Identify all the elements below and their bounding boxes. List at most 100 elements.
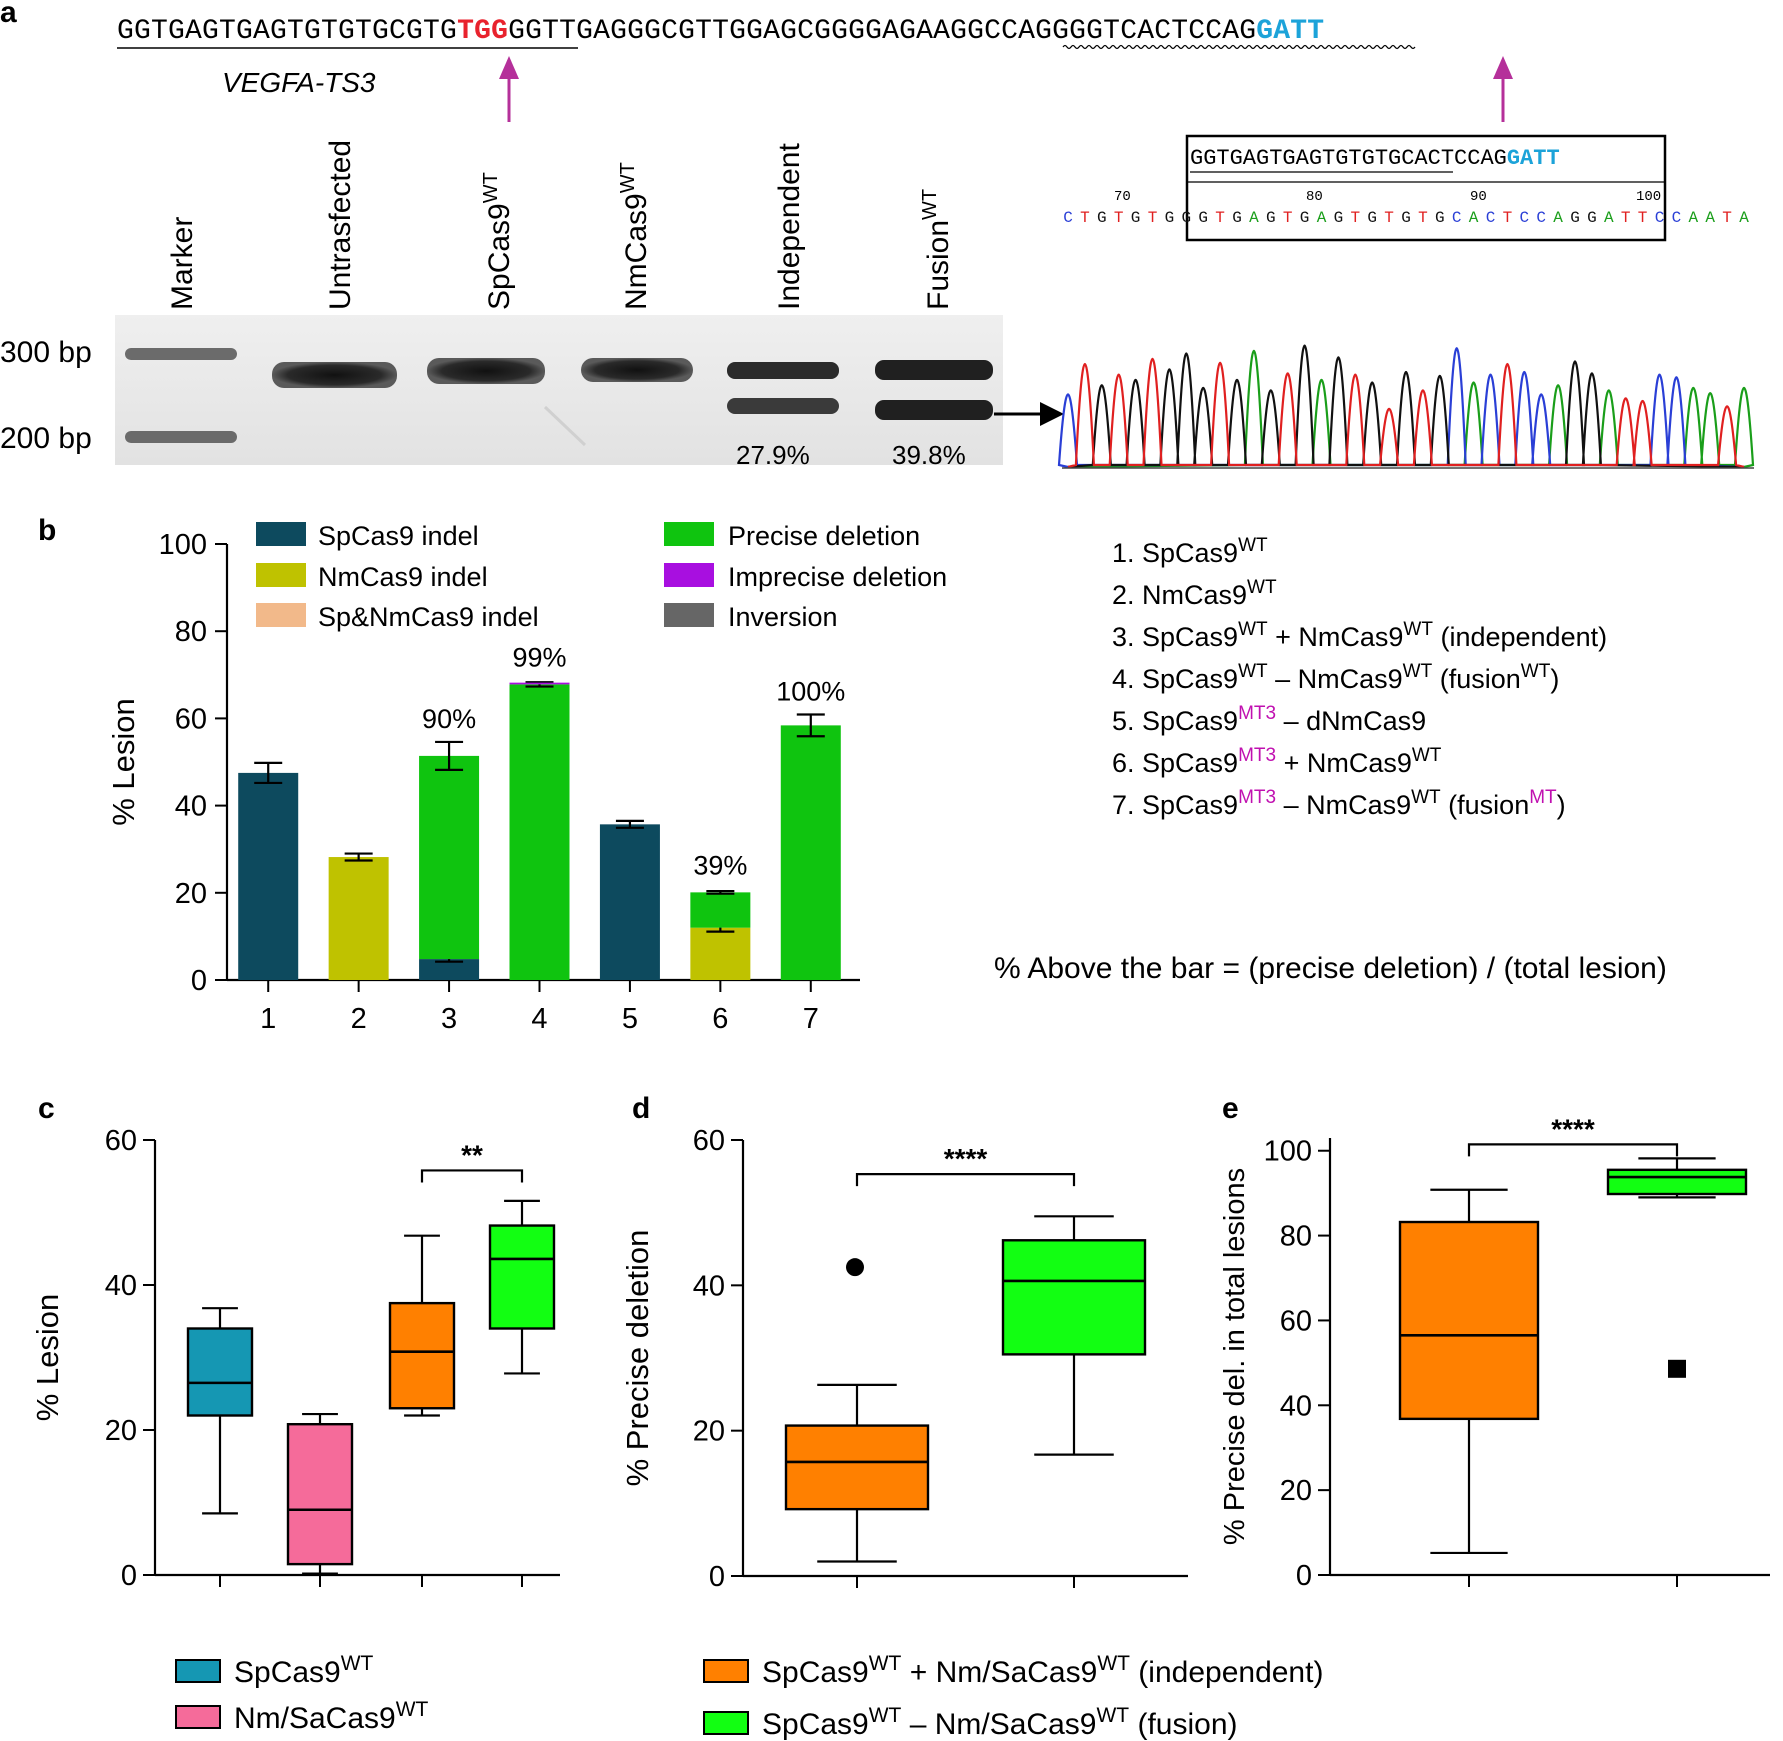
error-bar — [344, 852, 373, 862]
legend-text-independent: SpCas9WT + Nm/SaCas9WT (independent) — [762, 1652, 1323, 1689]
base-call: T — [1215, 209, 1225, 227]
trace-T — [1067, 357, 1745, 469]
band-untransfected — [272, 362, 397, 388]
base-call: T — [1722, 209, 1732, 227]
legend-swatch-fusion — [703, 1711, 749, 1735]
legend-text-fusion: SpCas9WT – Nm/SaCas9WT (fusion) — [762, 1704, 1238, 1741]
base-call: T — [1621, 209, 1631, 227]
outlier-point — [846, 1258, 864, 1277]
panel-label-e: e — [1222, 1092, 1239, 1125]
cut-arrow-left — [499, 56, 519, 122]
band-fusion-lower — [875, 400, 993, 420]
legend-label-spcas9-indel: SpCas9 indel — [318, 521, 479, 551]
base-call: G — [1570, 209, 1580, 227]
base-call: G — [1435, 209, 1445, 227]
base-call: A — [1604, 209, 1614, 227]
base-call: G — [1131, 209, 1141, 227]
seq-target: GGTGAGTGAGTGTGTGCGTG — [117, 16, 457, 47]
base-call: T — [1114, 209, 1124, 227]
base-call: T — [1638, 209, 1648, 227]
pos-100: 100 — [1636, 189, 1661, 205]
lane-label-marker: Marker — [166, 217, 199, 310]
legend-swatch-inversion — [664, 603, 714, 627]
legend-label-spnm-indel: Sp&NmCas9 indel — [318, 602, 539, 632]
base-call: G — [1587, 209, 1597, 227]
legend-swatch-spnm-indel — [256, 603, 306, 627]
bar-segment-nmcas9-indel — [690, 927, 751, 980]
base-call: T — [1418, 209, 1428, 227]
trace-C — [1057, 347, 1745, 469]
legend-label-nmcas9-indel: NmCas9 indel — [318, 562, 488, 592]
band-nmcas9 — [581, 358, 693, 382]
b-y-tick-label: 20 — [175, 878, 207, 910]
condition-item: 3. SpCas9WT + NmCas9WT (independent) — [1112, 619, 1607, 652]
base-call: A — [1553, 209, 1563, 227]
condition-item: 2. NmCas9WT — [1112, 577, 1277, 610]
error-bar — [254, 761, 283, 785]
size-marker-300bp: 300 bp — [0, 336, 92, 369]
legend-swatch-spcas9wt — [175, 1659, 221, 1683]
base-call: T — [1503, 209, 1513, 227]
e-y-axis-label: % Precise del. in total lesions — [1219, 1168, 1251, 1545]
base-call: A — [1739, 209, 1749, 227]
gel-to-trace-arrow — [994, 402, 1064, 426]
base-call: A — [1469, 209, 1479, 227]
base-call: C — [1063, 209, 1073, 227]
bar-segment-precise-deletion — [509, 684, 570, 980]
base-call: G — [1165, 209, 1175, 227]
base-call: T — [1148, 209, 1158, 227]
c-y-tick-label: 0 — [121, 1560, 137, 1592]
box-nm-sacas9-wt — [286, 1412, 354, 1575]
condition-list: 1. SpCas9WT 2. NmCas9WT 3. SpCas9WT + NmCa… — [1112, 535, 1607, 820]
b-x-tick-label: 2 — [351, 1003, 367, 1035]
bar-annotation: 90% — [422, 704, 476, 734]
lane-label-fusion: FusionWT — [919, 189, 955, 310]
b-x-tick-label: 3 — [441, 1003, 457, 1035]
band-fusion-upper — [875, 360, 993, 380]
c-significance-label: ** — [461, 1139, 483, 1170]
pos-70: 70 — [1114, 189, 1131, 205]
chart-c: 0 20 40 60 % Lesion ** — [30, 1125, 560, 1592]
percent-fusion: 39.8% — [892, 440, 966, 470]
box-independent — [388, 1234, 456, 1417]
panel-label-b: b — [38, 514, 56, 547]
d-y-axis-label: % Precise deletion — [620, 1230, 655, 1487]
base-call: G — [1334, 209, 1344, 227]
base-call: G — [1401, 209, 1411, 227]
error-bar — [796, 713, 825, 738]
legend-swatch-precise-deletion — [664, 522, 714, 546]
base-call: G — [1232, 209, 1242, 227]
seq-spacer: GGTTGAGGGCGTTGGAGC — [508, 16, 814, 47]
base-call: T — [1350, 209, 1360, 227]
base-call: C — [1672, 209, 1682, 227]
chart-e: 0 20 40 60 80 100 % Precise del. in total lesi… — [1219, 1113, 1770, 1592]
condition-item: 7. SpCas9MT3 – NmCas9WT (fusionMT) — [1112, 787, 1566, 820]
lane-label-nmcas9: NmCas9WT — [617, 162, 653, 310]
d-significance-bracket — [855, 1173, 1076, 1187]
legend-label-precise-deletion: Precise deletion — [728, 521, 920, 551]
error-bar — [706, 889, 735, 895]
legend-text-nmsacas9wt: Nm/SaCas9WT — [234, 1698, 429, 1735]
base-call: T — [1384, 209, 1394, 227]
trace-G — [1067, 344, 1745, 469]
condition-item: 5. SpCas9MT3 – dNmCas9 — [1112, 703, 1426, 736]
e-y-tick-label: 80 — [1280, 1221, 1312, 1253]
pos-80: 80 — [1306, 189, 1323, 205]
legend-swatch-nmcas9-indel — [256, 563, 306, 587]
condition-item: 4. SpCas9WT – NmCas9WT (fusionWT) — [1112, 661, 1559, 694]
band-spcas9 — [427, 358, 545, 384]
seq-nm-target: GGGGAGAAGGCCAGGGGTCACTCCAG — [814, 16, 1256, 47]
outlier-point — [1668, 1359, 1686, 1378]
base-call: G — [1198, 209, 1208, 227]
c-y-axis-label: % Lesion — [30, 1294, 65, 1422]
base-call: A — [1249, 209, 1259, 227]
cut-arrow-right — [1493, 56, 1513, 122]
percent-independent: 27.9% — [736, 440, 810, 470]
lane-label-independent: Independent — [773, 143, 806, 310]
c-significance-bracket — [420, 1169, 524, 1183]
d-y-tick-label: 0 — [709, 1561, 725, 1593]
bar-annotation: 100% — [776, 676, 845, 706]
b-x-tick-label: 1 — [260, 1003, 276, 1035]
lane-label-untransfected: Untrasfected — [324, 140, 357, 310]
